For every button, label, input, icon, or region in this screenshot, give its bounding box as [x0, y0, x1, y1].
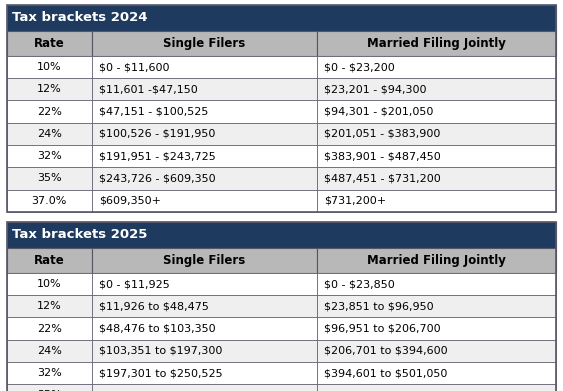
Bar [7, 273, 92, 295]
Text: $94,301 - $201,050: $94,301 - $201,050 [324, 107, 434, 117]
Text: 24%: 24% [37, 129, 62, 139]
Text: 12%: 12% [37, 301, 62, 311]
Bar [317, 362, 556, 384]
Text: $23,851 to $96,950: $23,851 to $96,950 [324, 301, 434, 311]
Text: Single Filers: Single Filers [163, 254, 245, 267]
Bar [317, 123, 556, 145]
Bar [317, 273, 556, 295]
Text: $383,901 - $487,450: $383,901 - $487,450 [324, 151, 441, 161]
Bar [7, 167, 92, 190]
Bar [317, 248, 556, 273]
Bar [7, 317, 92, 340]
Text: $0 - $23,850: $0 - $23,850 [324, 279, 395, 289]
Text: $609,350+: $609,350+ [99, 196, 160, 206]
Bar [92, 317, 317, 340]
Bar [317, 31, 556, 56]
Bar [7, 78, 92, 100]
Text: 22%: 22% [37, 324, 62, 334]
Bar [317, 78, 556, 100]
Bar [92, 384, 317, 391]
Bar [7, 5, 556, 212]
Bar [92, 145, 317, 167]
Bar [92, 190, 317, 212]
Text: $206,701 to $394,600: $206,701 to $394,600 [324, 346, 448, 356]
Bar [7, 123, 92, 145]
Text: Rate: Rate [34, 37, 65, 50]
Bar [7, 100, 92, 123]
Text: 32%: 32% [37, 151, 62, 161]
Bar [317, 295, 556, 317]
Bar [7, 190, 92, 212]
Bar [317, 384, 556, 391]
Text: 22%: 22% [37, 107, 62, 117]
Bar [317, 145, 556, 167]
Bar [317, 56, 556, 78]
Text: $0 - $23,200: $0 - $23,200 [324, 62, 395, 72]
Text: $197,301 to $250,525: $197,301 to $250,525 [99, 368, 222, 378]
Bar [317, 167, 556, 190]
Text: 24%: 24% [37, 346, 62, 356]
Bar [317, 100, 556, 123]
Bar [7, 31, 92, 56]
Text: $103,351 to $197,300: $103,351 to $197,300 [99, 346, 222, 356]
Text: $394,601 to $501,050: $394,601 to $501,050 [324, 368, 448, 378]
Text: 10%: 10% [37, 62, 62, 72]
Text: $100,526 - $191,950: $100,526 - $191,950 [99, 129, 215, 139]
Text: $0 - $11,925: $0 - $11,925 [99, 279, 169, 289]
Text: Single Filers: Single Filers [163, 37, 245, 50]
Text: $731,200+: $731,200+ [324, 196, 386, 206]
Bar [7, 56, 92, 78]
Bar [7, 5, 556, 31]
Text: Rate: Rate [34, 254, 65, 267]
Text: $0 - $11,600: $0 - $11,600 [99, 62, 169, 72]
Bar [92, 362, 317, 384]
Text: $11,926 to $48,475: $11,926 to $48,475 [99, 301, 208, 311]
Bar [92, 123, 317, 145]
Text: Married Filing Jointly: Married Filing Jointly [367, 254, 506, 267]
Text: Married Filing Jointly: Married Filing Jointly [367, 37, 506, 50]
Text: $11,601 -$47,150: $11,601 -$47,150 [99, 84, 198, 94]
Text: $47,151 - $100,525: $47,151 - $100,525 [99, 107, 208, 117]
Text: $48,476 to $103,350: $48,476 to $103,350 [99, 324, 215, 334]
Bar [92, 340, 317, 362]
Text: $487,451 - $731,200: $487,451 - $731,200 [324, 174, 441, 183]
Bar [92, 31, 317, 56]
Bar [92, 78, 317, 100]
Bar [7, 222, 556, 391]
Bar [92, 56, 317, 78]
Text: 37.0%: 37.0% [32, 196, 67, 206]
Bar [92, 167, 317, 190]
Bar [7, 295, 92, 317]
Bar [7, 362, 92, 384]
Bar [317, 190, 556, 212]
Bar [317, 317, 556, 340]
Bar [92, 100, 317, 123]
Bar [92, 273, 317, 295]
Text: $201,051 - $383,900: $201,051 - $383,900 [324, 129, 440, 139]
Text: 32%: 32% [37, 368, 62, 378]
Text: Tax brackets 2025: Tax brackets 2025 [12, 228, 148, 242]
Text: 35%: 35% [37, 174, 62, 183]
Bar [7, 340, 92, 362]
Bar [7, 384, 92, 391]
Text: Tax brackets 2024: Tax brackets 2024 [12, 11, 148, 25]
Bar [7, 248, 92, 273]
Bar [317, 340, 556, 362]
Text: 10%: 10% [37, 279, 62, 289]
Text: $191,951 - $243,725: $191,951 - $243,725 [99, 151, 216, 161]
Text: 12%: 12% [37, 84, 62, 94]
Bar [7, 145, 92, 167]
Text: $23,201 - $94,300: $23,201 - $94,300 [324, 84, 427, 94]
Bar [92, 248, 317, 273]
Text: $96,951 to $206,700: $96,951 to $206,700 [324, 324, 441, 334]
Bar [92, 295, 317, 317]
Text: $243,726 - $609,350: $243,726 - $609,350 [99, 174, 215, 183]
Bar [7, 222, 556, 248]
